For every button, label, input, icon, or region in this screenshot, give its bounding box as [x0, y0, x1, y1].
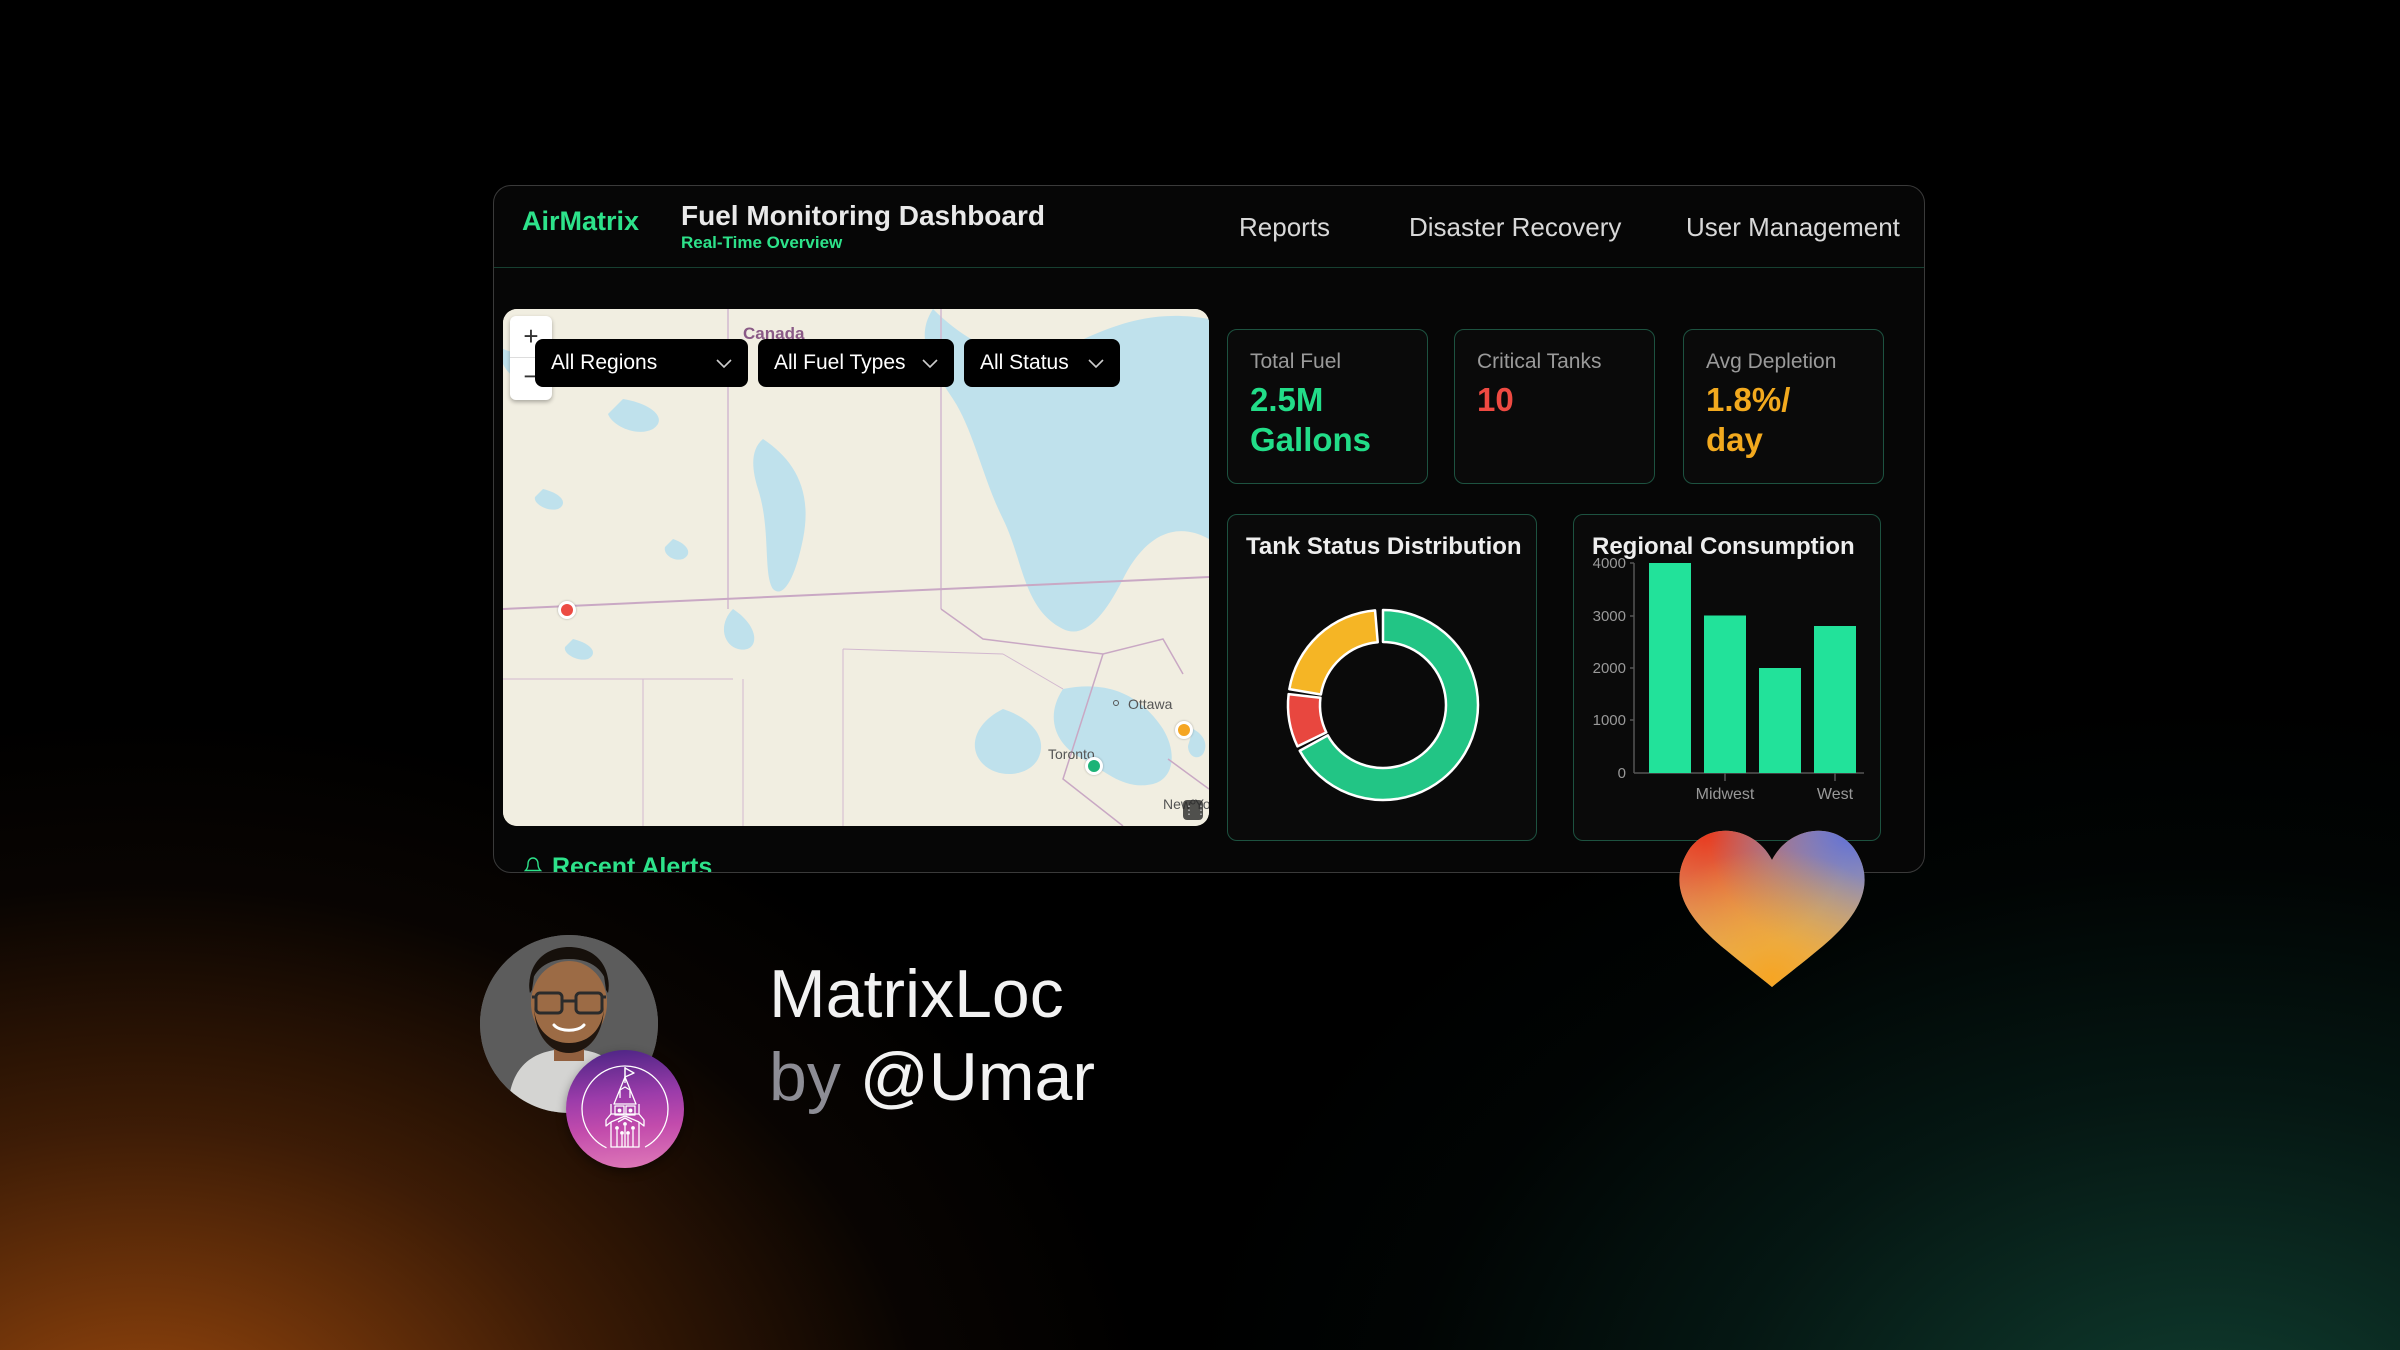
svg-text:0: 0: [1618, 765, 1626, 782]
svg-text:Ottawa: Ottawa: [1128, 696, 1173, 712]
svg-text:4000: 4000: [1593, 555, 1626, 572]
svg-text:Midwest: Midwest: [1696, 786, 1755, 803]
svg-text:1000: 1000: [1593, 712, 1626, 729]
svg-text:3000: 3000: [1593, 608, 1626, 625]
svg-text:2000: 2000: [1593, 660, 1626, 677]
svg-text:West: West: [1817, 786, 1854, 803]
